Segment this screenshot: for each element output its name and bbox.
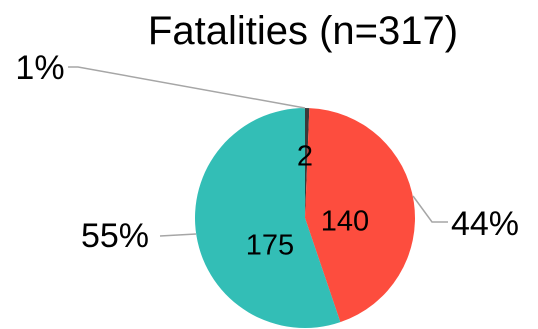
- slice-percent-label-3: 55%: [81, 217, 149, 255]
- pie-slices: [195, 108, 415, 328]
- pie-slice-1: [305, 108, 310, 218]
- slice-value-label-1: 2: [297, 141, 313, 173]
- pie-slice-3: [195, 108, 341, 328]
- leader-line-2: [412, 195, 448, 223]
- leader-line-3: [159, 233, 197, 237]
- slice-value-label-2: 140: [321, 206, 369, 238]
- leader-line-1: [68, 66, 306, 109]
- slice-percent-label-1: 1%: [15, 49, 64, 87]
- slice-percent-label-2: 44%: [451, 205, 519, 243]
- leader-lines: [68, 66, 448, 237]
- slice-value-label-3: 175: [246, 230, 294, 262]
- chart-title: Fatalities (n=317): [148, 9, 458, 53]
- pie-labels: 2 1% 140 44% 175 55%: [15, 49, 519, 262]
- pie-slice-2: [305, 108, 415, 323]
